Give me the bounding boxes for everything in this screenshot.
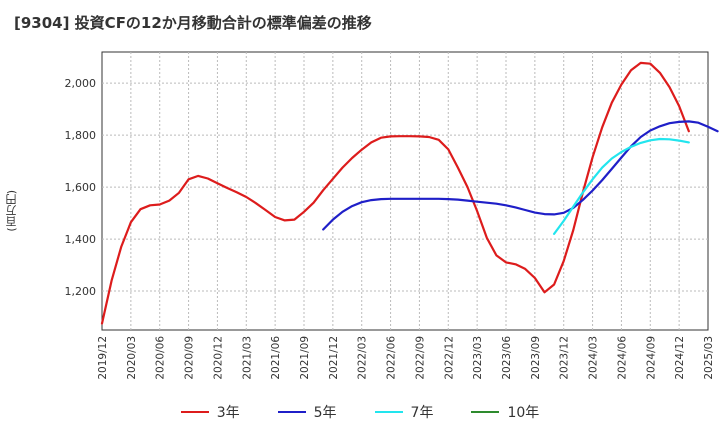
x-tick-label: 2024/03 (588, 336, 600, 380)
series-line-1 (100, 61, 690, 325)
x-tick-label: 2022/09 (414, 336, 426, 380)
legend-swatch (277, 411, 306, 413)
legend: 3年 5年 7年 10年 (0, 402, 720, 422)
legend-label: 10年 (507, 405, 540, 421)
legend-item-4: 10年 (471, 402, 539, 422)
x-tick-label: 2021/12 (328, 336, 340, 380)
x-tick-label: 2024/12 (674, 336, 686, 380)
y-tick-label: 1,600 (65, 181, 97, 194)
x-tick-label: 2020/09 (184, 336, 196, 380)
x-tick-label: 2022/12 (443, 336, 455, 380)
legend-item-3: 7年 (374, 402, 434, 422)
x-tick-label: 2023/03 (472, 336, 484, 380)
x-tick-label: 2021/09 (299, 336, 311, 380)
plot-area (101, 51, 709, 331)
chart-title: [9304] 投資CFの12か月移動合計の標準偏差の推移 (14, 14, 372, 32)
x-tick-label: 2021/03 (241, 336, 253, 380)
y-tick-label: 1,800 (65, 129, 97, 142)
x-tick-label: 2020/06 (155, 336, 167, 380)
y-tick-label: 2,000 (65, 77, 97, 90)
legend-swatch (471, 411, 500, 413)
y-tick-label: 1,400 (65, 233, 97, 246)
x-tick-label: 2021/06 (270, 336, 282, 380)
x-tick-label: 2023/12 (559, 336, 571, 380)
x-tick-label: 2024/09 (645, 336, 657, 380)
legend-item-1: 3年 (180, 402, 240, 422)
x-tick-label: 2020/03 (126, 336, 138, 380)
x-tick-label: 2024/06 (616, 336, 628, 380)
x-tick-label: 2025/03 (703, 336, 715, 380)
legend-item-2: 5年 (277, 402, 337, 422)
legend-label: 5年 (313, 405, 337, 421)
series-line-2 (322, 120, 719, 231)
x-tick-label: 2020/12 (212, 336, 224, 380)
y-tick-label: 1,200 (65, 285, 97, 298)
legend-swatch (180, 411, 209, 413)
x-tick-label: 2023/09 (530, 336, 542, 380)
series-line-3 (552, 137, 690, 235)
legend-swatch (374, 411, 403, 413)
x-tick-label: 2023/06 (501, 336, 513, 380)
legend-label: 7年 (410, 405, 434, 421)
legend-label: 3年 (216, 405, 240, 421)
x-tick-label: 2022/03 (357, 336, 369, 380)
x-tick-label: 2019/12 (97, 336, 109, 380)
x-tick-label: 2022/06 (386, 336, 398, 380)
